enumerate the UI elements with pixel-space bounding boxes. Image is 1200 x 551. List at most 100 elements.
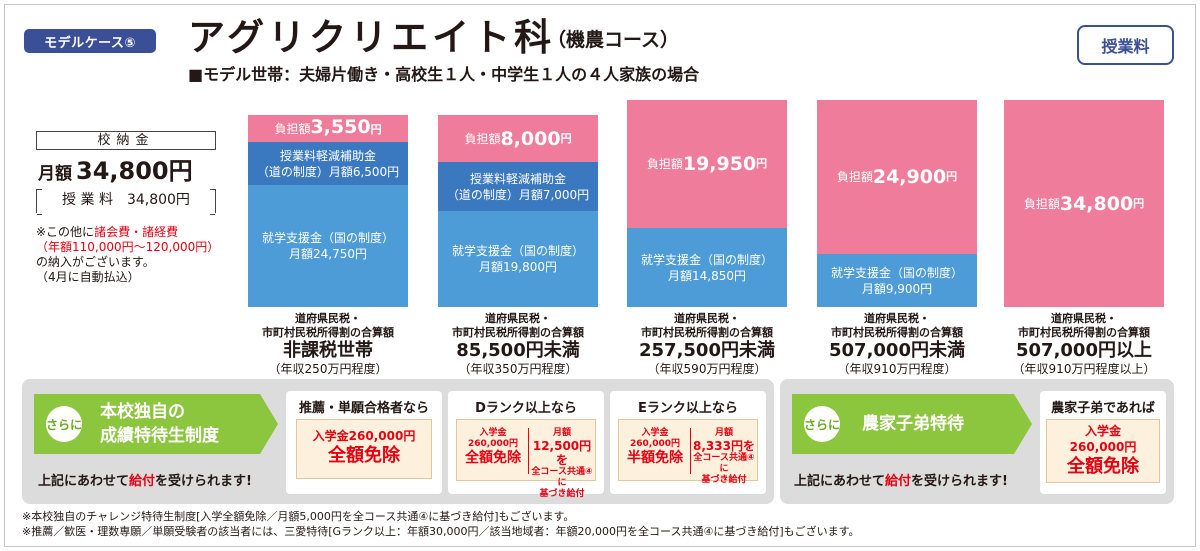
reduction-line-1: 授業料軽減補助金 [469,171,566,186]
burden-yen: 円 [946,170,958,183]
burden-amount: 34,800 [1059,192,1134,215]
income-case-1: 道府県民税・ 市町村民税所得割の合算額 非課税世帯 （年収250万円程度） [238,312,418,376]
monthly-prefix: 月額 [38,164,72,184]
support-segment: 就学支援金（国の制度） 月額9,900円 [817,254,977,307]
bar-case-5: 負担額 34,800 円 [1004,100,1164,307]
card-line-2: 260,000円 [1069,440,1137,454]
note-text-3: （4月に自動払込） [36,270,140,284]
mini-main: 8,333円を [693,439,755,453]
support-segment: 就学支援金（国の制度） 月額19,800円 [438,211,598,307]
burden-label: 負担額 [836,170,873,184]
income-line-2: 市町村民税所得割の合算額 [1018,326,1150,339]
support-segment: 就学支援金（国の制度） 月額24,750円 [248,185,408,307]
course-subtitle: （機農コース） [547,29,680,51]
income-note: （年収250万円程度） [268,362,388,376]
mini-line: 基づき給付 [539,489,585,499]
scholarship-title-2: 成績特待生制度 [100,426,219,446]
income-note: （年収590万円程度） [647,362,767,376]
burden-amount: 24,900 [872,166,947,188]
note-red: 給付 [885,474,912,489]
income-note: （年収910万円程度） [837,362,957,376]
card-box: 入学金 260,000円 半額免除 月額 8,333円を 全コース共通④に 基づ… [618,419,758,485]
burden-segment: 負担額 24,900 円 [817,100,977,254]
note-red: 諸会費・諸経費 [94,225,179,239]
card-recommendation: 推薦・単願合格者なら 入学金260,000円 全額免除 [286,391,442,494]
burden-label: 負担額 [274,122,311,136]
scholarship-note: 上記にあわせて給付を受けられます! [38,470,252,489]
burden-segment: 負担額 34,800 円 [1004,100,1164,307]
reduction-line-2: （道の制度）月額6,500円 [256,164,400,179]
monthly-value: 34,800円 [76,157,193,185]
income-case-3: 道府県民税・ 市町村民税所得割の合算額 257,500円未満 （年収590万円程… [617,312,797,376]
support-line-1: 就学支援金（国の制度） [830,265,963,280]
nokin-monthly: 月額 34,800円 [38,155,193,190]
income-line-1: 道府県民税・ [295,312,361,325]
income-main: 257,500円未満 [639,340,775,361]
card-line-3: 全額免除 [1067,456,1139,477]
card-box: 入学金 260,000円 全額免除 月額 12,500円を 全コース共通④に 基… [456,419,596,499]
card-box: 入学金 260,000円 全額免除 [1046,419,1160,483]
mini-line: 入学金 [479,428,507,438]
bar-case-4: 負担額 24,900 円 就学支援金（国の制度） 月額9,900円 [817,100,977,307]
income-case-4: 道府県民税・ 市町村民税所得割の合算額 507,000円未満 （年収910万円程… [807,312,987,376]
mini-line: 基づき給付 [701,475,747,485]
reduction-segment: 授業料軽減補助金 （道の制度）月額7,000円 [438,162,598,211]
income-case-2: 道府県民税・ 市町村民税所得割の合算額 85,500円未満 （年収350万円程度… [428,312,608,376]
support-line-1: 就学支援金（国の制度） [451,244,584,258]
card-line-1: 入学金 [1084,424,1121,438]
footnote-2: ※推薦／歓医・理数専願／単願受験者の該当者には、三愛特待[Gランク以上：年額30… [22,525,860,538]
mini-line: 月額 [552,428,571,438]
income-line-1: 道府県民税・ [864,312,930,325]
burden-label: 負担額 [464,131,501,146]
burden-amount: 3,550 [310,116,371,138]
burden-segment: 負担額 3,550 円 [248,115,408,142]
support-segment: 就学支援金（国の制度） 月額14,850円 [627,228,787,307]
model-household: ■モデル世帯：夫婦片働き・高校生１人・中学生１人の４人家族の場合 [188,65,700,84]
note-post: を受けられます! [155,474,252,489]
card-head: 農家子弟であれば [1051,401,1155,416]
mini-left: 入学金 260,000円 全額免除 [459,428,527,467]
support-line-2: 月額14,850円 [668,268,746,283]
support-line-2: 月額24,750円 [289,247,367,261]
burden-label: 負担額 [1023,196,1060,211]
mini-separator [690,428,691,474]
card-head: Dランク以上なら [475,401,577,416]
mini-main: 12,500円を [532,439,592,467]
mini-line: 入学金 [641,428,669,438]
sarani-circle: さらに [804,406,840,442]
income-main: 非課税世帯 [283,340,373,361]
burden-amount: 19,950 [682,153,757,175]
burden-segment: 負担額 8,000 円 [438,115,598,162]
income-line-2: 市町村民税所得割の合算額 [831,326,963,339]
tuition-button[interactable]: 授業料 [1077,25,1174,65]
mini-main: 全額免除 [465,450,521,466]
mini-right: 月額 8,333円を 全コース共通④に 基づき給付 [691,428,757,486]
income-line-2: 市町村民税所得割の合算額 [641,326,773,339]
farmer-title: 農家子弟特待 [862,414,964,434]
scholarship-title: 本校独自の 成績特待生制度 [100,400,219,448]
support-line-2: 月額19,800円 [479,260,557,274]
burden-amount: 8,000 [500,127,561,150]
note-red: 給付 [129,474,156,489]
note-red-range: （年額110,000円〜120,000円） [36,240,220,254]
income-line-1: 道府県民税・ [674,312,740,325]
note-post: を受けられます! [911,474,1008,489]
income-case-5: 道府県民税・ 市町村民税所得割の合算額 507,000円以上 （年収910万円程… [994,312,1174,376]
reduction-line-1: 授業料軽減補助金 [279,148,376,163]
tuition-amount: 授 業 料 34,800円 [62,192,190,208]
income-main: 507,000円以上 [1016,340,1152,361]
scholarship-arrow-tip [260,394,278,454]
mini-line: 月額 [714,428,733,438]
nokin-label: 校納金 [36,131,216,150]
card-line-2: 全額免除 [328,445,400,466]
mini-right: 月額 12,500円を 全コース共通④に 基づき給付 [529,428,595,500]
burden-label: 負担額 [646,157,683,171]
sarani-circle: さらに [46,406,82,442]
income-line-1: 道府県民税・ [1051,312,1117,325]
note-pre: 上記にあわせて [38,474,130,489]
burden-segment: 負担額 19,950 円 [627,100,787,228]
farmer-arrow-tip [1014,394,1032,454]
fees-note: ※この他に諸会費・諸経費 （年額110,000円〜120,000円） の納入がご… [36,225,236,285]
reduction-segment: 授業料軽減補助金 （道の制度）月額6,500円 [248,142,408,185]
mini-left: 入学金 260,000円 半額免除 [621,428,689,467]
